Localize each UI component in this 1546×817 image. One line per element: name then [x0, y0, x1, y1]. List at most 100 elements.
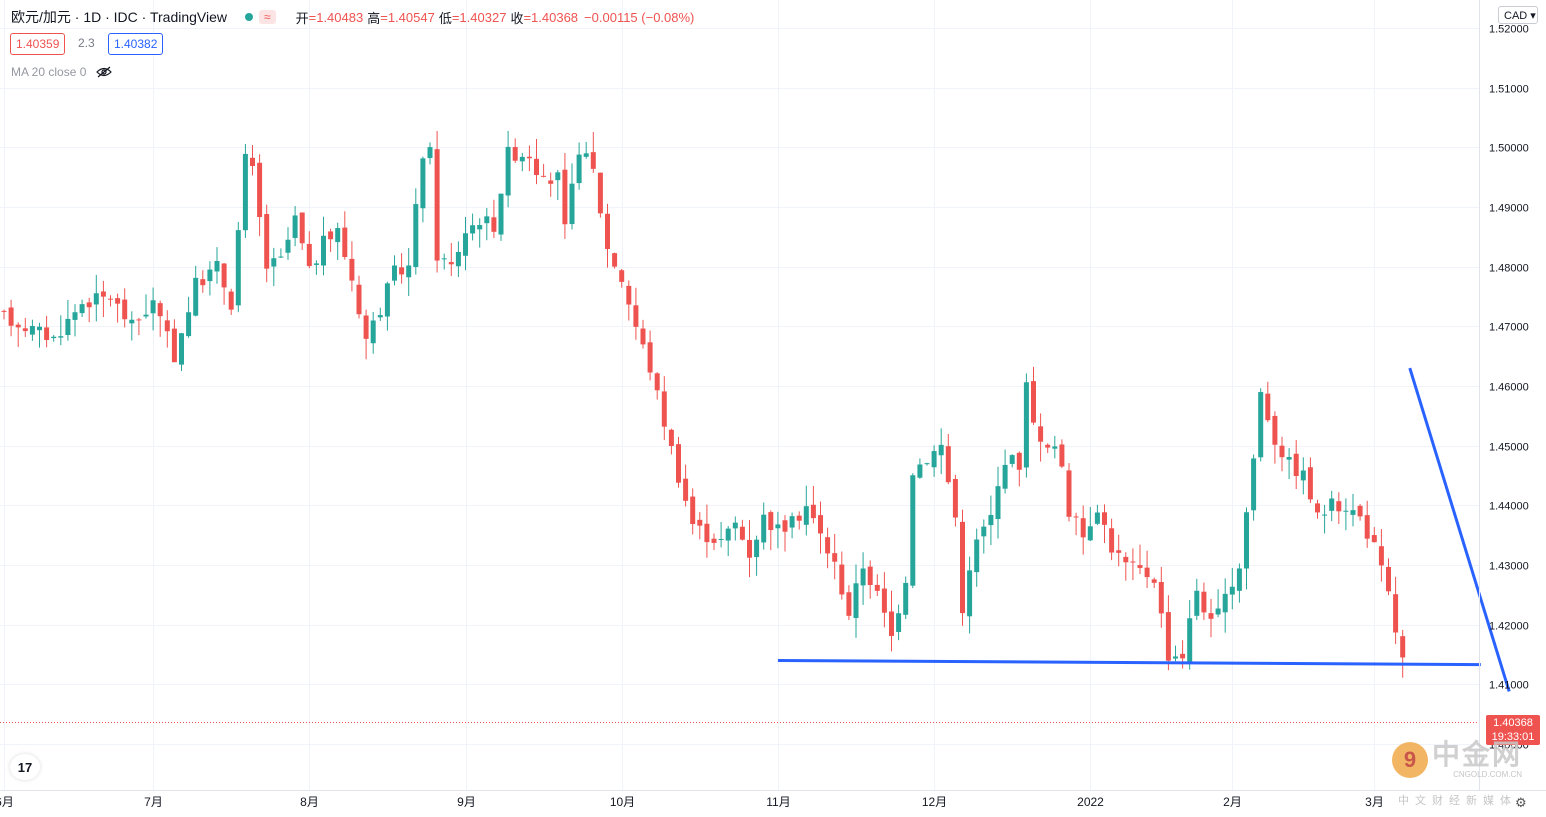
- candle-up: [179, 332, 184, 372]
- price-tick-label: 1.48000: [1489, 263, 1529, 275]
- price-tick-label: 1.45000: [1489, 442, 1529, 454]
- candle-down: [654, 372, 660, 400]
- candle-down: [526, 145, 532, 172]
- time-tick-label: 2022: [1077, 795, 1104, 809]
- candle-body: [1208, 613, 1214, 619]
- candle-down: [619, 268, 625, 288]
- watermark: 9 中金网 CNGOLD.COM.CN 中文财经新媒体: [1392, 740, 1522, 807]
- candle-down: [8, 299, 14, 337]
- candle-body: [1258, 392, 1264, 458]
- candle-body: [406, 265, 412, 278]
- candle-body: [29, 325, 35, 335]
- candle-body: [1265, 393, 1271, 421]
- candle-body: [86, 302, 92, 308]
- candle-up: [718, 521, 724, 548]
- candle-up: [1251, 454, 1257, 521]
- candle-body: [1279, 445, 1285, 458]
- candle-down: [306, 231, 312, 269]
- gear-icon[interactable]: ⚙: [1515, 795, 1527, 810]
- candle-body: [1158, 581, 1164, 614]
- last-price-value: 1.40368: [1493, 717, 1533, 729]
- candle-down: [640, 319, 646, 349]
- candle-down: [1272, 411, 1278, 464]
- candle-down: [1066, 463, 1072, 522]
- candle-body: [143, 314, 149, 317]
- candle-body: [782, 520, 788, 532]
- candle-up: [761, 502, 767, 550]
- candle-down: [747, 520, 752, 578]
- candle-down: [1293, 439, 1299, 490]
- ask-badge[interactable]: 1.40382: [108, 33, 164, 55]
- tradingview-logo-icon[interactable]: 17: [10, 754, 40, 780]
- candle-up: [1173, 645, 1178, 662]
- candle-down: [676, 436, 681, 488]
- watermark-subtitle: 中文财经新媒体: [1398, 795, 1517, 807]
- candle-down: [15, 322, 21, 347]
- candle-body: [484, 216, 490, 224]
- candle-down: [171, 319, 177, 363]
- symbol-title[interactable]: 欧元/加元 · 1D · IDC · TradingView: [11, 9, 228, 25]
- candle-body: [171, 328, 177, 363]
- eye-crossed-icon[interactable]: [96, 66, 113, 78]
- candle-down: [1137, 544, 1143, 575]
- candle-up: [1009, 454, 1015, 468]
- candle-body: [612, 253, 618, 267]
- candle-body: [810, 504, 816, 519]
- candle-up: [292, 206, 298, 247]
- candle-up: [413, 188, 419, 275]
- candle-body: [1236, 568, 1242, 591]
- candle-body: [392, 265, 397, 281]
- candle-body: [1102, 512, 1107, 525]
- candle-down: [818, 501, 823, 554]
- candle-up: [569, 163, 575, 230]
- candle-up: [377, 307, 383, 321]
- candle-body: [640, 328, 646, 345]
- candle-down: [1336, 492, 1342, 524]
- time-tick-label: 9月: [457, 795, 476, 809]
- candle-down: [1016, 451, 1022, 487]
- candle-down: [562, 153, 568, 239]
- candle-down: [1371, 527, 1377, 543]
- candle-up: [143, 294, 149, 319]
- candle-body: [1023, 382, 1029, 468]
- candle-body: [1109, 528, 1115, 553]
- candle-up: [555, 169, 561, 201]
- price-tick-label: 1.42000: [1489, 621, 1529, 633]
- candle-body: [526, 156, 532, 159]
- candle-up: [1094, 504, 1100, 526]
- candle-up: [924, 462, 930, 466]
- indicator-legend[interactable]: MA 20 close 0: [11, 65, 113, 79]
- time-tick-label: 2月: [1223, 795, 1242, 809]
- candle-up: [271, 247, 277, 287]
- currency-select[interactable]: CAD ▾: [1498, 6, 1538, 24]
- close-value: =1.40368: [523, 9, 579, 25]
- candle-body: [65, 318, 71, 336]
- indicator-label: MA 20 close 0: [11, 65, 87, 79]
- candle-up: [498, 193, 504, 241]
- candle-down: [1116, 534, 1122, 567]
- candle-down: [1109, 518, 1115, 561]
- candle-up: [441, 253, 447, 270]
- candle-up: [775, 511, 781, 549]
- candle-body: [100, 291, 106, 297]
- candle-body: [1336, 501, 1342, 512]
- candle-down: [1279, 436, 1285, 472]
- high-label: 高: [367, 10, 381, 26]
- candle-body: [569, 183, 575, 225]
- candle-down: [768, 510, 774, 551]
- candle-body: [938, 444, 944, 456]
- candle-down: [1165, 595, 1171, 671]
- candle-down: [491, 199, 497, 238]
- wave-icon[interactable]: ≈: [259, 10, 276, 24]
- candle-up: [917, 458, 923, 479]
- candle-down: [541, 163, 547, 178]
- candle-body: [477, 225, 483, 230]
- candle-down: [363, 309, 369, 360]
- candle-up: [931, 445, 937, 477]
- candle-up: [1087, 507, 1093, 542]
- candle-up: [235, 221, 241, 313]
- bid-badge[interactable]: 1.40359: [10, 33, 66, 55]
- candle-body: [1, 310, 7, 312]
- candle-body: [8, 307, 14, 326]
